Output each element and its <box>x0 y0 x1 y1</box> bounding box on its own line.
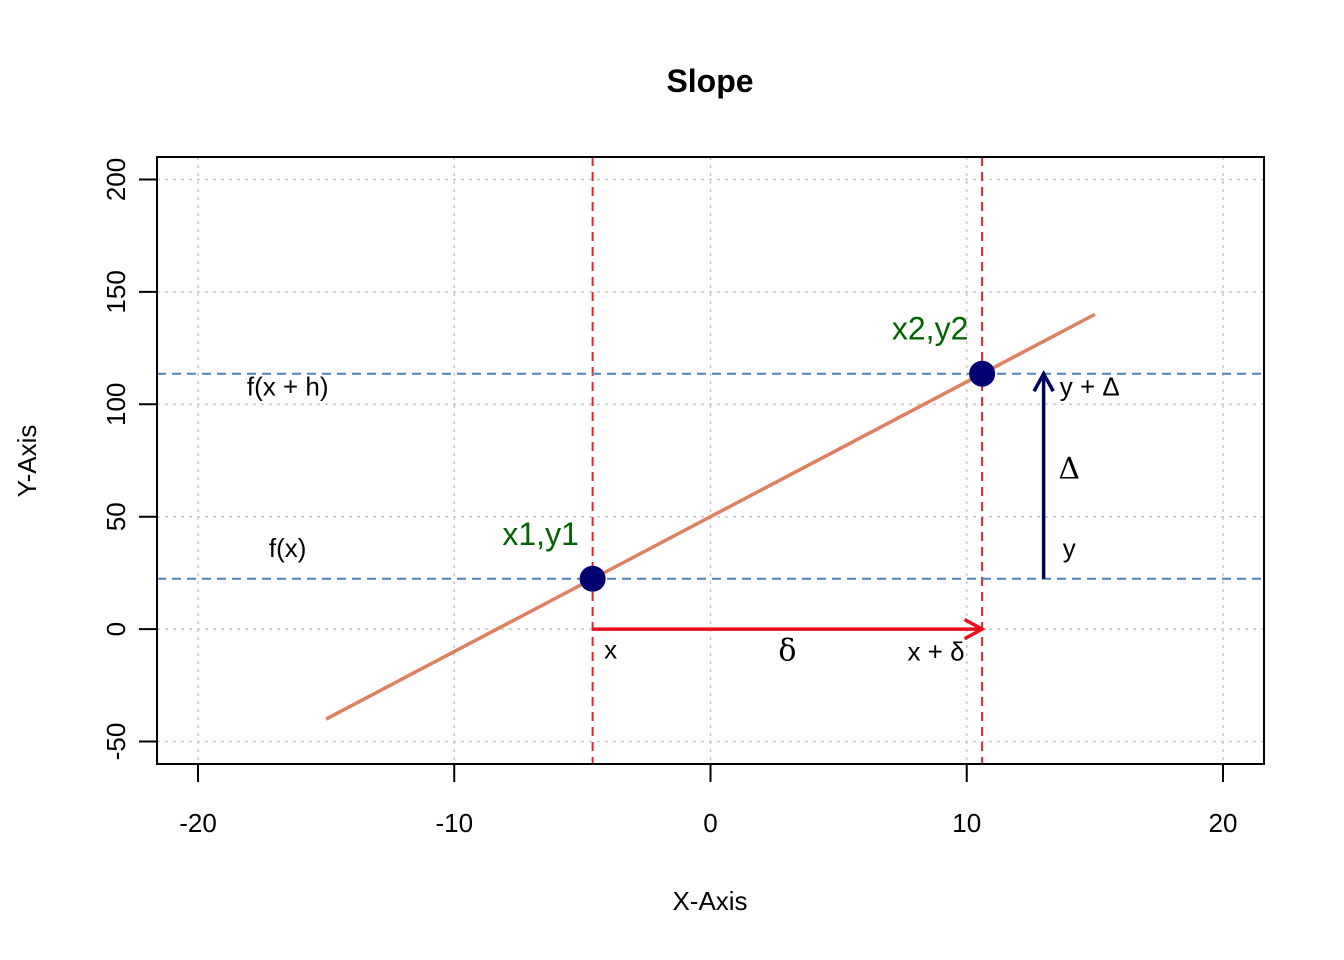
point-1 <box>579 565 606 592</box>
y-tick-label-2: 50 <box>101 502 131 531</box>
x-tick-label-2: 0 <box>703 808 717 838</box>
y-tick-label-1: 0 <box>101 622 131 636</box>
y-tick-label-0: -50 <box>101 723 131 761</box>
y-tick-label-4: 150 <box>101 270 131 313</box>
point-label-1: x1,y1 <box>502 516 578 552</box>
y-plus-Delta-label: y + Δ <box>1060 371 1120 401</box>
delta-arrow-head <box>963 617 986 641</box>
x-tick-label-4: 20 <box>1209 808 1238 838</box>
point-label-2: x2,y2 <box>892 311 968 347</box>
point-2 <box>969 360 996 387</box>
fxh-label: f(x + h) <box>247 371 329 401</box>
x-tick-label-0: -20 <box>179 808 217 838</box>
y-tick-label-5: 200 <box>101 158 131 201</box>
annotations: f(x + h) f(x) x δ x + δ y + Δ Δy <box>247 371 1120 668</box>
reference-lines <box>157 157 1264 764</box>
x-axis: -20 -10 0 10 20 <box>179 763 1238 838</box>
arrows <box>592 370 1055 641</box>
x-axis-label: X-Axis <box>672 886 747 916</box>
y-label: y <box>1063 533 1076 563</box>
fx-label: f(x) <box>269 533 307 563</box>
slope-line <box>325 312 1096 721</box>
x-plus-delta-label: x + δ <box>907 637 964 667</box>
x-label: x <box>604 634 617 664</box>
x-tick-label-1: -10 <box>435 808 473 838</box>
y-axis-label: Y-Axis <box>12 425 42 498</box>
y-tick-label-3: 100 <box>101 383 131 426</box>
data-points: x1,y1 x2,y2 <box>502 311 996 592</box>
chart-title: Slope <box>666 63 753 99</box>
Delta-arrow-head <box>1032 370 1055 393</box>
plot-frame <box>156 156 1265 765</box>
x-tick-label-3: 10 <box>952 808 981 838</box>
data-line <box>325 312 1096 721</box>
y-axis: -50 0 50 100 150 200 <box>101 158 158 761</box>
small-delta-label: δ <box>778 634 796 669</box>
grid <box>157 157 1264 764</box>
big-Delta-label: Δ <box>1058 451 1080 486</box>
